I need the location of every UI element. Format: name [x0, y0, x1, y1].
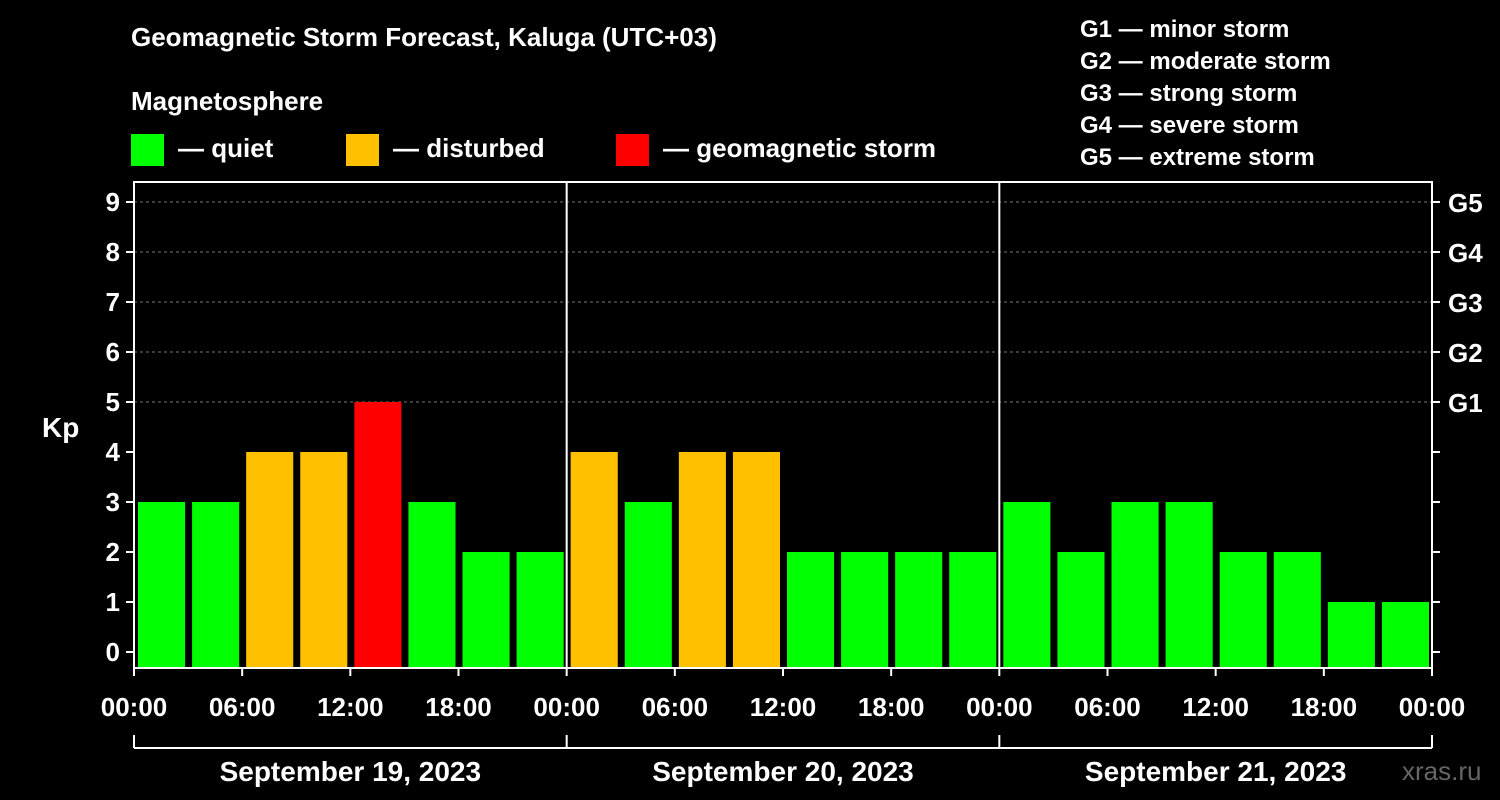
- g-tick-label-g3: G3: [1448, 288, 1483, 318]
- g-scale-g3: G3 — strong storm: [1080, 80, 1298, 107]
- x-tick-label-1: 06:00: [209, 692, 276, 722]
- date-label-0: September 19, 2023: [220, 756, 482, 787]
- bar-7: [516, 552, 564, 668]
- bar-19: [1165, 502, 1213, 668]
- bar-14: [895, 552, 943, 668]
- legend-storm-swatch: [616, 134, 649, 166]
- legend-quiet-label: — quiet: [178, 132, 274, 163]
- g-tick-label-g4: G4: [1448, 238, 1483, 268]
- x-tick-label-2: 12:00: [317, 692, 384, 722]
- y-tick-label-6: 6: [106, 337, 120, 367]
- x-tick-label-10: 12:00: [1182, 692, 1249, 722]
- x-tick-label-9: 06:00: [1074, 692, 1141, 722]
- y-tick-label-2: 2: [106, 537, 120, 567]
- x-tick-label-3: 18:00: [425, 692, 492, 722]
- bar-5: [408, 502, 456, 668]
- bar-22: [1327, 602, 1375, 668]
- legend-disturbed-swatch: [346, 134, 379, 166]
- bar-17: [1057, 552, 1105, 668]
- y-tick-label-9: 9: [106, 187, 120, 217]
- bar-6: [462, 552, 510, 668]
- y-tick-label-1: 1: [106, 587, 120, 617]
- legend-quiet-swatch: [131, 134, 164, 166]
- x-tick-label-4: 00:00: [533, 692, 600, 722]
- bar-9: [624, 502, 672, 668]
- bar-0: [138, 502, 186, 668]
- g-scale-legend: G1 — minor storm G2 — moderate storm G3 …: [1080, 14, 1331, 174]
- y-tick-label-4: 4: [106, 437, 121, 467]
- chart-title: Geomagnetic Storm Forecast, Kaluga (UTC+…: [131, 22, 717, 52]
- legend-quiet: — quiet: [131, 132, 274, 166]
- bar-4: [354, 402, 402, 668]
- x-tick-label-6: 12:00: [750, 692, 817, 722]
- bar-11: [732, 452, 780, 668]
- g-tick-label-g2: G2: [1448, 338, 1483, 368]
- g-scale-g2: G2 — moderate storm: [1080, 48, 1331, 75]
- bar-1: [192, 502, 240, 668]
- x-tick-label-11: 18:00: [1291, 692, 1358, 722]
- bar-2: [246, 452, 294, 668]
- g-tick-label-g5: G5: [1448, 188, 1483, 218]
- bar-16: [1003, 502, 1051, 668]
- g-scale-g4: G4 — severe storm: [1080, 112, 1299, 139]
- x-tick-label-5: 06:00: [642, 692, 709, 722]
- bar-20: [1219, 552, 1267, 668]
- x-tick-label-12: 00:00: [1399, 692, 1466, 722]
- legend-disturbed: — disturbed: [346, 132, 545, 166]
- bar-10: [678, 452, 726, 668]
- y-tick-label-0: 0: [106, 637, 120, 667]
- g-scale-g1: G1 — minor storm: [1080, 16, 1290, 43]
- date-label-1: September 20, 2023: [652, 756, 914, 787]
- y-tick-label-8: 8: [106, 237, 120, 267]
- g-tick-label-g1: G1: [1448, 388, 1483, 418]
- g-scale-g5: G5 — extreme storm: [1080, 144, 1315, 171]
- x-tick-label-7: 18:00: [858, 692, 925, 722]
- bar-21: [1273, 552, 1321, 668]
- legend-storm: — geomagnetic storm: [616, 132, 937, 166]
- bar-18: [1111, 502, 1159, 668]
- legend-disturbed-label: — disturbed: [393, 132, 545, 163]
- y-tick-label-5: 5: [106, 387, 120, 417]
- x-tick-label-0: 00:00: [101, 692, 168, 722]
- bar-15: [949, 552, 997, 668]
- bar-23: [1381, 602, 1429, 668]
- x-tick-label-8: 00:00: [966, 692, 1033, 722]
- bar-13: [841, 552, 889, 668]
- credit-watermark: xras.ru: [1402, 756, 1482, 786]
- bar-12: [787, 552, 835, 668]
- magnetosphere-label: Magnetosphere: [131, 86, 324, 116]
- y-tick-label-7: 7: [106, 287, 120, 317]
- legend-storm-label: — geomagnetic storm: [663, 132, 937, 163]
- y-tick-label-3: 3: [106, 487, 120, 517]
- date-label-2: September 21, 2023: [1085, 756, 1347, 787]
- y-axis-label: Kp: [42, 412, 80, 443]
- bar-3: [300, 452, 348, 668]
- bar-8: [570, 452, 618, 668]
